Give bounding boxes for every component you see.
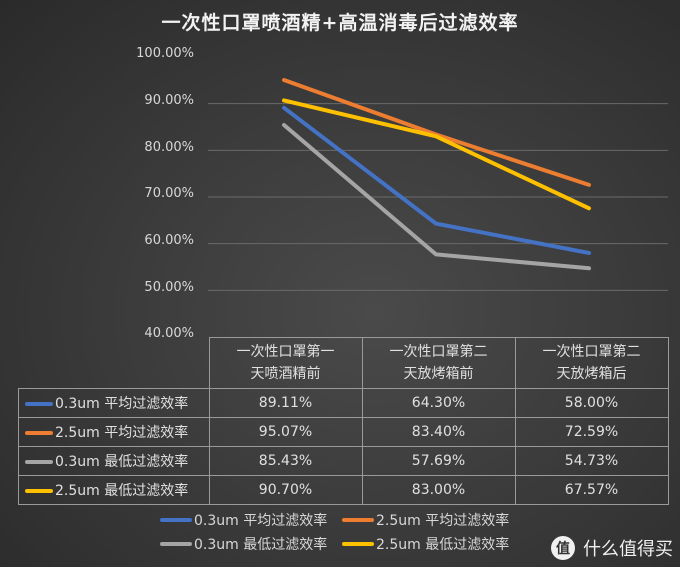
- zhi-logo-icon: 值: [551, 536, 575, 560]
- y-tick: 50.00%: [144, 280, 194, 295]
- series-lines: [282, 78, 591, 271]
- legend-swatch-icon: [25, 431, 53, 435]
- table-header-row: 一次性口罩第一 天喷酒精前 一次性口罩第二 天放烤箱前 一次性口罩第二 天放烤箱后: [19, 337, 669, 389]
- table-header-cell: 一次性口罩第二 天放烤箱前: [361, 337, 516, 389]
- table-row: 0.3um 最低过滤效率 85.43% 57.69% 54.73%: [18, 446, 669, 476]
- legend-item: 0.3um 最低过滤效率: [160, 534, 342, 554]
- y-tick: 40.00%: [144, 326, 194, 341]
- table-row: 2.5um 平均过滤效率 95.07% 83.40% 72.59%: [18, 417, 669, 447]
- data-table: 一次性口罩第一 天喷酒精前 一次性口罩第二 天放烤箱前 一次性口罩第二 天放烤箱后 0…: [18, 337, 669, 505]
- gridlines: [208, 103, 668, 291]
- chart-title: 一次性口罩喷酒精+高温消毒后过滤效率: [161, 12, 519, 34]
- y-tick: 60.00%: [144, 233, 194, 248]
- table-header-cell: 一次性口罩第二 天放烤箱后: [514, 337, 669, 389]
- watermark-text: 什么值得买: [583, 539, 673, 560]
- series-line: [282, 105, 591, 255]
- legend-swatch-icon: [25, 489, 53, 493]
- y-tick: 80.00%: [144, 140, 194, 155]
- y-tick: 70.00%: [144, 186, 194, 201]
- legend-item: 2.5um 最低过滤效率: [342, 534, 524, 554]
- legend-swatch-icon: [160, 542, 192, 546]
- y-tick: 90.00%: [144, 93, 194, 108]
- series-line: [282, 123, 591, 271]
- table-row: 0.3um 平均过滤效率 89.11% 64.30% 58.00%: [18, 388, 669, 418]
- table-row: 2.5um 最低过滤效率 90.70% 83.00% 67.57%: [18, 475, 669, 505]
- chart-legend: 0.3um 平均过滤效率 2.5um 平均过滤效率 0.3um 最低过滤效率 2…: [160, 508, 524, 556]
- legend-swatch-icon: [342, 518, 374, 522]
- table-header-cell: 一次性口罩第一 天喷酒精前: [208, 337, 363, 389]
- legend-swatch-icon: [25, 402, 53, 406]
- legend-swatch-icon: [25, 460, 53, 464]
- y-tick: 100.00%: [136, 46, 194, 61]
- legend-swatch-icon: [160, 518, 192, 522]
- legend-swatch-icon: [342, 542, 374, 546]
- watermark: 值 什么值得买: [551, 535, 673, 561]
- series-line: [282, 98, 591, 211]
- legend-item: 0.3um 平均过滤效率: [160, 510, 342, 530]
- series-line: [282, 78, 591, 187]
- legend-item: 2.5um 平均过滤效率: [342, 510, 524, 530]
